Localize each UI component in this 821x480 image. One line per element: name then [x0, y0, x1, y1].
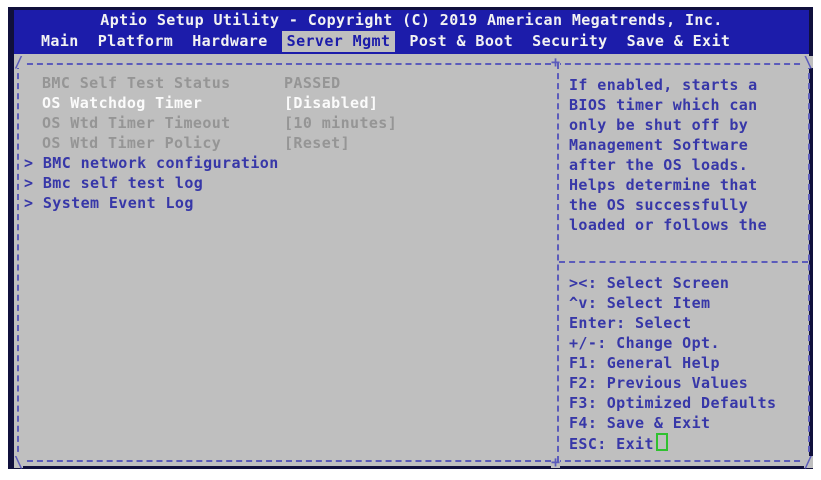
hotkey-text: F3: Optimized Defaults: [569, 394, 777, 412]
help-divider: [559, 261, 808, 263]
frame-corner-top-right: \: [803, 53, 813, 71]
pane-divider: [557, 63, 559, 462]
hotkey-text: Enter: Select: [569, 314, 692, 332]
setting-value: [Reset]: [284, 134, 351, 152]
hotkey-text: ^v: Select Item: [569, 294, 711, 312]
setting-row[interactable]: BMC Self Test Status PASSED: [24, 73, 554, 93]
settings-list: BMC Self Test Status PASSED OS Watchdog Ti…: [24, 73, 554, 213]
setting-row[interactable]: OS Wtd Timer Timeout [10 minutes]: [24, 113, 554, 133]
submenu-item[interactable]: > Bmc self test log: [24, 173, 554, 193]
setting-label: BMC Self Test Status: [42, 74, 231, 92]
tab-main[interactable]: Main: [41, 32, 79, 50]
frame-junction-top: +: [551, 53, 561, 71]
help-line: only be shut off by: [569, 116, 749, 134]
app-title: Aptio Setup Utility - Copyright (C) 2019…: [100, 11, 723, 29]
submenu-item[interactable]: > BMC network configuration: [24, 153, 554, 173]
hotkey-line: F1: General Help: [569, 353, 807, 373]
help-line: Management Software: [569, 136, 749, 154]
text-cursor: [655, 433, 668, 451]
setting-label: OS Wtd Timer Policy: [42, 134, 222, 152]
menu-tabs: Main Platform Hardware Server Mgmt Post & Bo…: [14, 31, 809, 52]
setting-value: [10 minutes]: [284, 114, 398, 132]
setting-row[interactable]: OS Watchdog Timer [Disabled]: [24, 93, 554, 113]
help-line: If enabled, starts a: [569, 76, 758, 94]
frame-junction-bottom: +: [551, 453, 561, 471]
tab-security[interactable]: Security: [532, 32, 608, 50]
submenu-item[interactable]: > System Event Log: [24, 193, 554, 213]
setting-label: OS Watchdog Timer: [42, 94, 203, 112]
hotkey-line: ESC: Exit: [569, 433, 807, 453]
help-line: the OS successfully: [569, 196, 749, 214]
help-line: Helps determine that: [569, 176, 758, 194]
hotkey-line: ^v: Select Item: [569, 293, 807, 313]
frame-corner-bottom-left: \: [14, 453, 24, 471]
frame-corner-bottom-right: /: [803, 453, 813, 471]
help-line: after the OS loads.: [569, 156, 749, 174]
frame-corner-top-left: /: [14, 53, 24, 71]
setting-value: [Disabled]: [284, 94, 379, 112]
hotkey-text: ><: Select Screen: [569, 274, 730, 292]
tab-post-boot[interactable]: Post & Boot: [409, 32, 514, 50]
tab-server-mgmt[interactable]: Server Mgmt: [281, 31, 396, 52]
setting-label: OS Wtd Timer Timeout: [42, 114, 231, 132]
hotkey-text: F2: Previous Values: [569, 374, 749, 392]
help-text: If enabled, starts a BIOS timer which can…: [569, 75, 807, 235]
tab-save-exit[interactable]: Save & Exit: [626, 32, 731, 50]
bios-setup-screen: Aptio Setup Utility - Copyright (C) 2019…: [8, 7, 813, 470]
hotkey-line: F2: Previous Values: [569, 373, 807, 393]
hotkey-line: F4: Save & Exit: [569, 413, 807, 433]
hotkey-text: F1: General Help: [569, 354, 720, 372]
setting-label: > BMC network configuration: [24, 154, 279, 172]
help-line: loaded or follows the: [569, 216, 768, 234]
hotkey-line: ><: Select Screen: [569, 273, 807, 293]
hotkey-line: +/-: Change Opt.: [569, 333, 807, 353]
hotkey-line: F3: Optimized Defaults: [569, 393, 807, 413]
help-line: BIOS timer which can: [569, 96, 758, 114]
setting-value: PASSED: [284, 74, 341, 92]
title-bar: Aptio Setup Utility - Copyright (C) 2019…: [14, 10, 809, 54]
setting-row[interactable]: OS Wtd Timer Policy [Reset]: [24, 133, 554, 153]
hotkey-text: +/-: Change Opt.: [569, 334, 720, 352]
setting-label: > Bmc self test log: [24, 174, 204, 192]
tab-platform[interactable]: Platform: [97, 32, 174, 50]
setting-label: > System Event Log: [24, 194, 194, 212]
tab-hardware[interactable]: Hardware: [192, 32, 268, 50]
hotkey-legend: ><: Select Screen ^v: Select Item Enter: S…: [569, 273, 807, 453]
hotkey-line: Enter: Select: [569, 313, 807, 333]
hotkey-text: ESC: Exit: [569, 435, 654, 453]
hotkey-text: F4: Save & Exit: [569, 414, 711, 432]
content-frame: / \ \ / + + BMC Self Test Status PASSED OS…: [14, 55, 813, 470]
